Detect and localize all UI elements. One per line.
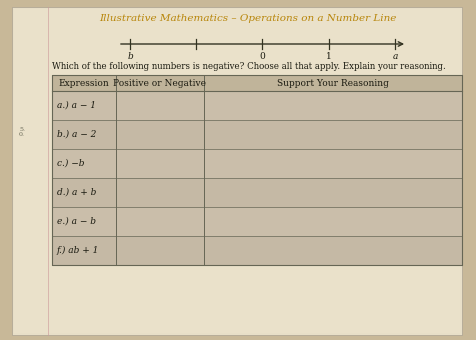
Text: 1: 1 [325,52,331,61]
Bar [52,207,461,236]
Text: a: a [391,52,397,61]
Text: 5.
0.: 5. 0. [19,126,25,137]
Text: c.) −b: c.) −b [57,159,84,168]
Text: Positive or Negative: Positive or Negative [113,79,206,87]
Text: 0: 0 [259,52,265,61]
Text: Expression: Expression [58,79,109,87]
Bar [52,75,461,265]
Bar [52,149,461,178]
Bar [52,75,461,91]
Text: Which of the following numbers is negative? Choose all that apply. Explain your : Which of the following numbers is negati… [52,62,445,71]
Bar [52,75,461,265]
Bar [52,178,461,207]
Bar [52,236,461,265]
Text: b: b [127,52,133,61]
Text: f.) ab + 1: f.) ab + 1 [57,246,99,255]
Text: Illustrative Mathematics – Operations on a Number Line: Illustrative Mathematics – Operations on… [99,14,396,23]
Bar [52,91,461,120]
Text: e.) a − b: e.) a − b [57,217,96,226]
Text: Support Your Reasoning: Support Your Reasoning [277,79,388,87]
Bar [52,120,461,149]
Text: d.) a + b: d.) a + b [57,188,96,197]
Text: b.) a − 2: b.) a − 2 [57,130,96,139]
Text: a.) a − 1: a.) a − 1 [57,101,96,110]
